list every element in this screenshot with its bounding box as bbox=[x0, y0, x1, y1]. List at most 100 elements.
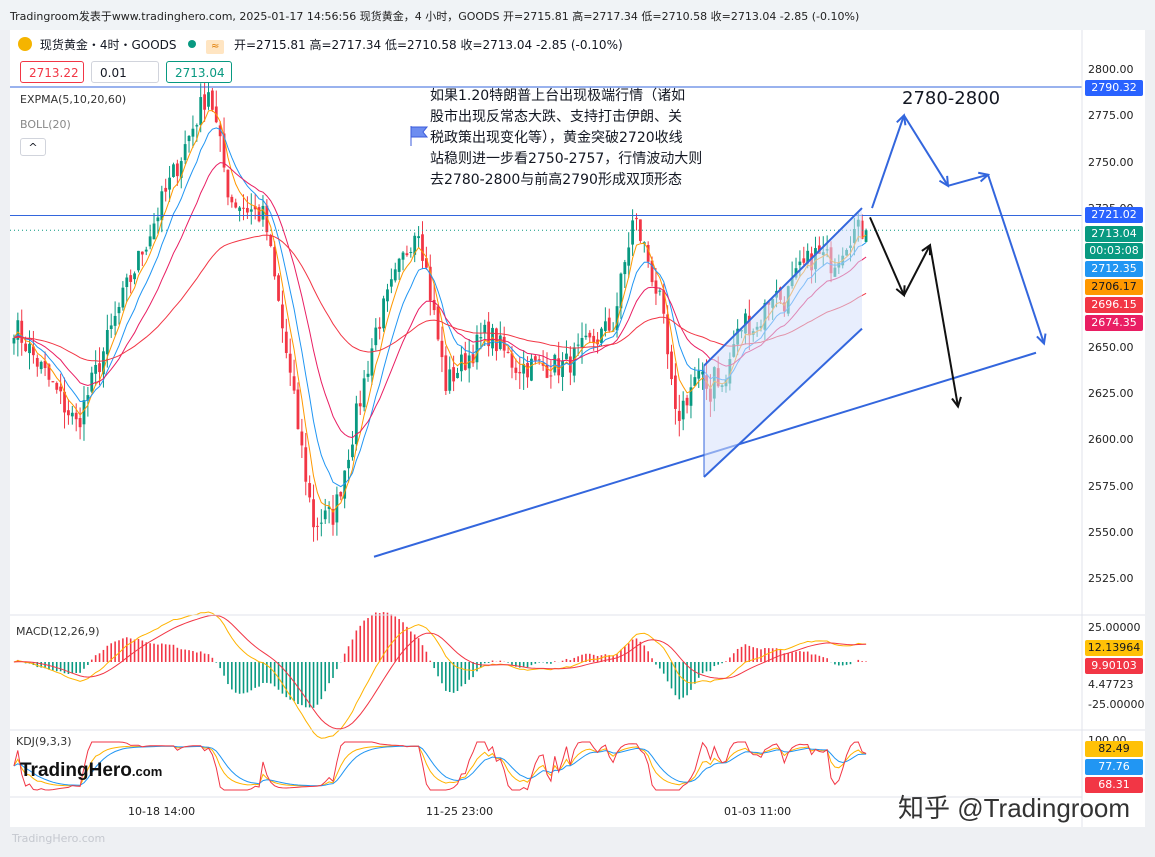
candle-body bbox=[580, 337, 584, 348]
candle-body bbox=[277, 275, 280, 301]
candle-body bbox=[576, 344, 580, 346]
candle-body bbox=[152, 223, 156, 240]
kdj-label[interactable]: KDJ(9,3,3) bbox=[16, 735, 72, 748]
candle-body bbox=[121, 287, 125, 308]
candle-body bbox=[389, 279, 393, 287]
chart-panel[interactable] bbox=[10, 30, 1145, 827]
candle-body bbox=[319, 522, 323, 524]
candle-body bbox=[86, 395, 90, 401]
axis-layer bbox=[10, 30, 1145, 827]
brand-main: TradingHero bbox=[20, 760, 132, 781]
candle-body bbox=[47, 364, 51, 380]
price-tag-resistance: 2790.32 bbox=[1085, 80, 1143, 96]
candle-body bbox=[452, 367, 456, 382]
candle-body bbox=[249, 209, 253, 212]
scenario-up-leg4 bbox=[987, 174, 1045, 344]
candle-body bbox=[78, 418, 82, 428]
candle-body bbox=[156, 217, 160, 222]
candle-body bbox=[592, 335, 596, 344]
candle-body bbox=[207, 92, 210, 107]
candle-body bbox=[366, 373, 370, 377]
candle-body bbox=[316, 525, 319, 527]
bottom-bar bbox=[0, 827, 1155, 857]
candle-body bbox=[526, 362, 529, 378]
scenario-down-leg3 bbox=[929, 245, 959, 407]
candle-body bbox=[183, 144, 187, 161]
candle-body bbox=[347, 459, 350, 469]
candle-body bbox=[522, 364, 526, 374]
candle-body bbox=[638, 219, 642, 241]
price-tick: 2600.00 bbox=[1088, 433, 1134, 446]
price-tick: 2525.00 bbox=[1088, 572, 1134, 585]
bar-countdown: 00:03:08 bbox=[1085, 243, 1143, 259]
bid-price[interactable]: 2713.22 bbox=[20, 61, 84, 83]
macd-dea-line bbox=[13, 614, 867, 730]
boll-label[interactable]: BOLL(20) bbox=[20, 118, 71, 131]
time-tick: 11-25 23:00 bbox=[426, 805, 494, 818]
candle-body bbox=[358, 403, 362, 407]
candle-body bbox=[339, 491, 343, 497]
note-line: 站稳则进一步看2750-2757，行情波动大则 bbox=[430, 151, 703, 167]
candle-body bbox=[109, 325, 113, 330]
candle-body bbox=[43, 360, 47, 369]
candle-body bbox=[129, 275, 133, 282]
candle-body bbox=[362, 378, 366, 408]
candle-body bbox=[39, 361, 43, 370]
expma-label[interactable]: EXPMA(5,10,20,60) bbox=[20, 93, 127, 106]
note-line: 股市出现反常态大跌、支持打击伊朗、关 bbox=[430, 109, 682, 125]
candle-body bbox=[261, 205, 265, 220]
scenario-up-leg4-arrowhead bbox=[1036, 333, 1047, 346]
candle-body bbox=[175, 163, 179, 177]
candle-body bbox=[28, 343, 31, 354]
candle-body bbox=[382, 298, 385, 329]
candle-body bbox=[658, 290, 662, 292]
candle-body bbox=[701, 371, 705, 375]
candle-body bbox=[463, 353, 467, 370]
ask-price[interactable]: 2713.04 bbox=[166, 61, 232, 83]
candle-body bbox=[296, 389, 300, 430]
channel-lower bbox=[703, 327, 863, 478]
candle-body bbox=[187, 135, 191, 142]
candle-body bbox=[674, 375, 677, 409]
candle-body bbox=[12, 337, 16, 344]
candle-body bbox=[615, 306, 619, 331]
market-open-icon[interactable] bbox=[188, 40, 197, 48]
scenario-up-leg1 bbox=[871, 115, 905, 209]
candle-body bbox=[343, 470, 347, 499]
scenario-up-leg3-arrowhead bbox=[978, 171, 991, 183]
candle-body bbox=[140, 251, 144, 255]
macd-label[interactable]: MACD(12,26,9) bbox=[16, 625, 100, 638]
note-line: 去2780-2800与前高2790形成双顶形态 bbox=[430, 172, 682, 188]
candle-body bbox=[561, 360, 564, 377]
candle-body bbox=[386, 289, 389, 302]
price-tick: 2550.00 bbox=[1088, 526, 1134, 539]
candle-body bbox=[67, 410, 70, 416]
candle-body bbox=[117, 307, 121, 314]
candle-body bbox=[179, 161, 183, 178]
candle-body bbox=[428, 266, 432, 301]
candle-body bbox=[545, 364, 549, 378]
candle-body bbox=[164, 187, 168, 192]
candle-body bbox=[98, 363, 101, 373]
candle-body bbox=[304, 447, 308, 482]
candle-body bbox=[284, 331, 288, 354]
candle-body bbox=[172, 164, 175, 177]
candle-body bbox=[448, 369, 452, 391]
scenario-up-leg2 bbox=[903, 114, 949, 187]
time-tick: 01-03 11:00 bbox=[724, 805, 792, 818]
price-tag-ema60: 2674.35 bbox=[1085, 315, 1143, 331]
candle-body bbox=[288, 353, 292, 373]
replay-icon[interactable]: ≈ bbox=[206, 40, 225, 54]
candle-body bbox=[530, 358, 533, 381]
drawings-layer bbox=[10, 86, 1082, 558]
candle-body bbox=[397, 258, 401, 272]
macd-tag-dea: 9.90103 bbox=[1085, 658, 1143, 674]
candle-body bbox=[374, 327, 378, 346]
candle-body bbox=[681, 400, 685, 420]
candle-body bbox=[506, 351, 510, 353]
candle-body bbox=[693, 377, 697, 386]
spread-value[interactable]: 0.01 bbox=[91, 61, 159, 83]
candle-body bbox=[148, 236, 152, 247]
collapse-legend-button[interactable]: ^ bbox=[20, 138, 46, 156]
